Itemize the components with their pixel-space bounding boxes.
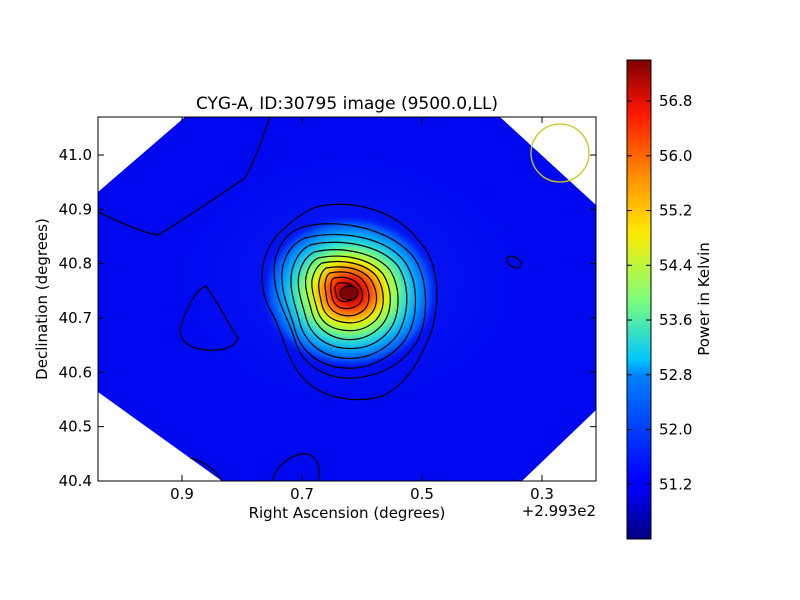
colorbar-axis: 51.2 52.0 52.8 53.6 54.4 55.2 56.0 56.8: [627, 92, 692, 493]
colorbar-tick-label: 56.8: [659, 92, 692, 110]
y-tick-label: 40.8: [59, 255, 92, 273]
x-axis: 0.9 0.7 0.5 0.3: [170, 117, 554, 503]
contour-lines: [98, 117, 522, 481]
colorbar-tick-label: 52.0: [659, 421, 692, 439]
y-tick-label: 40.5: [59, 418, 92, 436]
colorbar-tick-label: 53.6: [659, 311, 692, 329]
colorbar-label: Power in Kelvin: [695, 242, 713, 356]
plot-frame: [97, 116, 597, 482]
colorbar-tick-label: 54.4: [659, 256, 692, 274]
y-tick-label: 40.7: [59, 309, 92, 327]
beam-marker: [530, 123, 590, 183]
chart-title: CYG-A, ID:30795 image (9500.0,LL): [196, 94, 498, 114]
colorbar-tick-label: 51.2: [659, 475, 692, 493]
colorbar-tick-label: 56.0: [659, 147, 692, 165]
x-tick-label: 0.3: [530, 485, 554, 503]
y-axis-label: Declination (degrees): [33, 218, 51, 380]
plot-area: [98, 117, 596, 481]
x-tick-label: 0.9: [170, 485, 194, 503]
y-tick-label: 40.4: [59, 472, 92, 490]
x-tick-label: 0.5: [410, 485, 434, 503]
y-axis: 40.4 40.5 40.6 40.7 40.8 40.9 41.0: [59, 146, 596, 490]
x-offset-label: +2.993e2: [522, 502, 596, 520]
colorbar-tick-label: 52.8: [659, 366, 692, 384]
y-tick-label: 40.9: [59, 200, 92, 218]
colorbar: [626, 59, 652, 540]
y-tick-label: 41.0: [59, 146, 92, 164]
x-tick-label: 0.7: [290, 485, 314, 503]
colorbar-tick-label: 55.2: [659, 202, 692, 220]
y-tick-label: 40.6: [59, 363, 92, 381]
x-axis-label: Right Ascension (degrees): [249, 504, 446, 522]
